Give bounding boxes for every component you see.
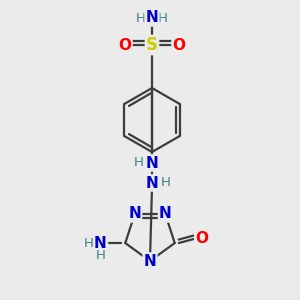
Text: H: H xyxy=(158,11,168,25)
Text: N: N xyxy=(146,176,158,190)
Text: N: N xyxy=(128,206,141,221)
Text: O: O xyxy=(118,38,131,52)
Text: N: N xyxy=(146,11,158,26)
Text: N: N xyxy=(94,236,106,250)
Text: H: H xyxy=(83,236,93,250)
Text: O: O xyxy=(172,38,185,52)
Text: N: N xyxy=(144,254,156,268)
Text: H: H xyxy=(134,157,144,169)
Text: N: N xyxy=(159,206,172,221)
Text: N: N xyxy=(146,155,158,170)
Text: H: H xyxy=(136,11,146,25)
Text: H: H xyxy=(95,248,105,262)
Text: O: O xyxy=(195,230,208,245)
Text: H: H xyxy=(161,176,171,190)
Text: S: S xyxy=(146,36,158,54)
